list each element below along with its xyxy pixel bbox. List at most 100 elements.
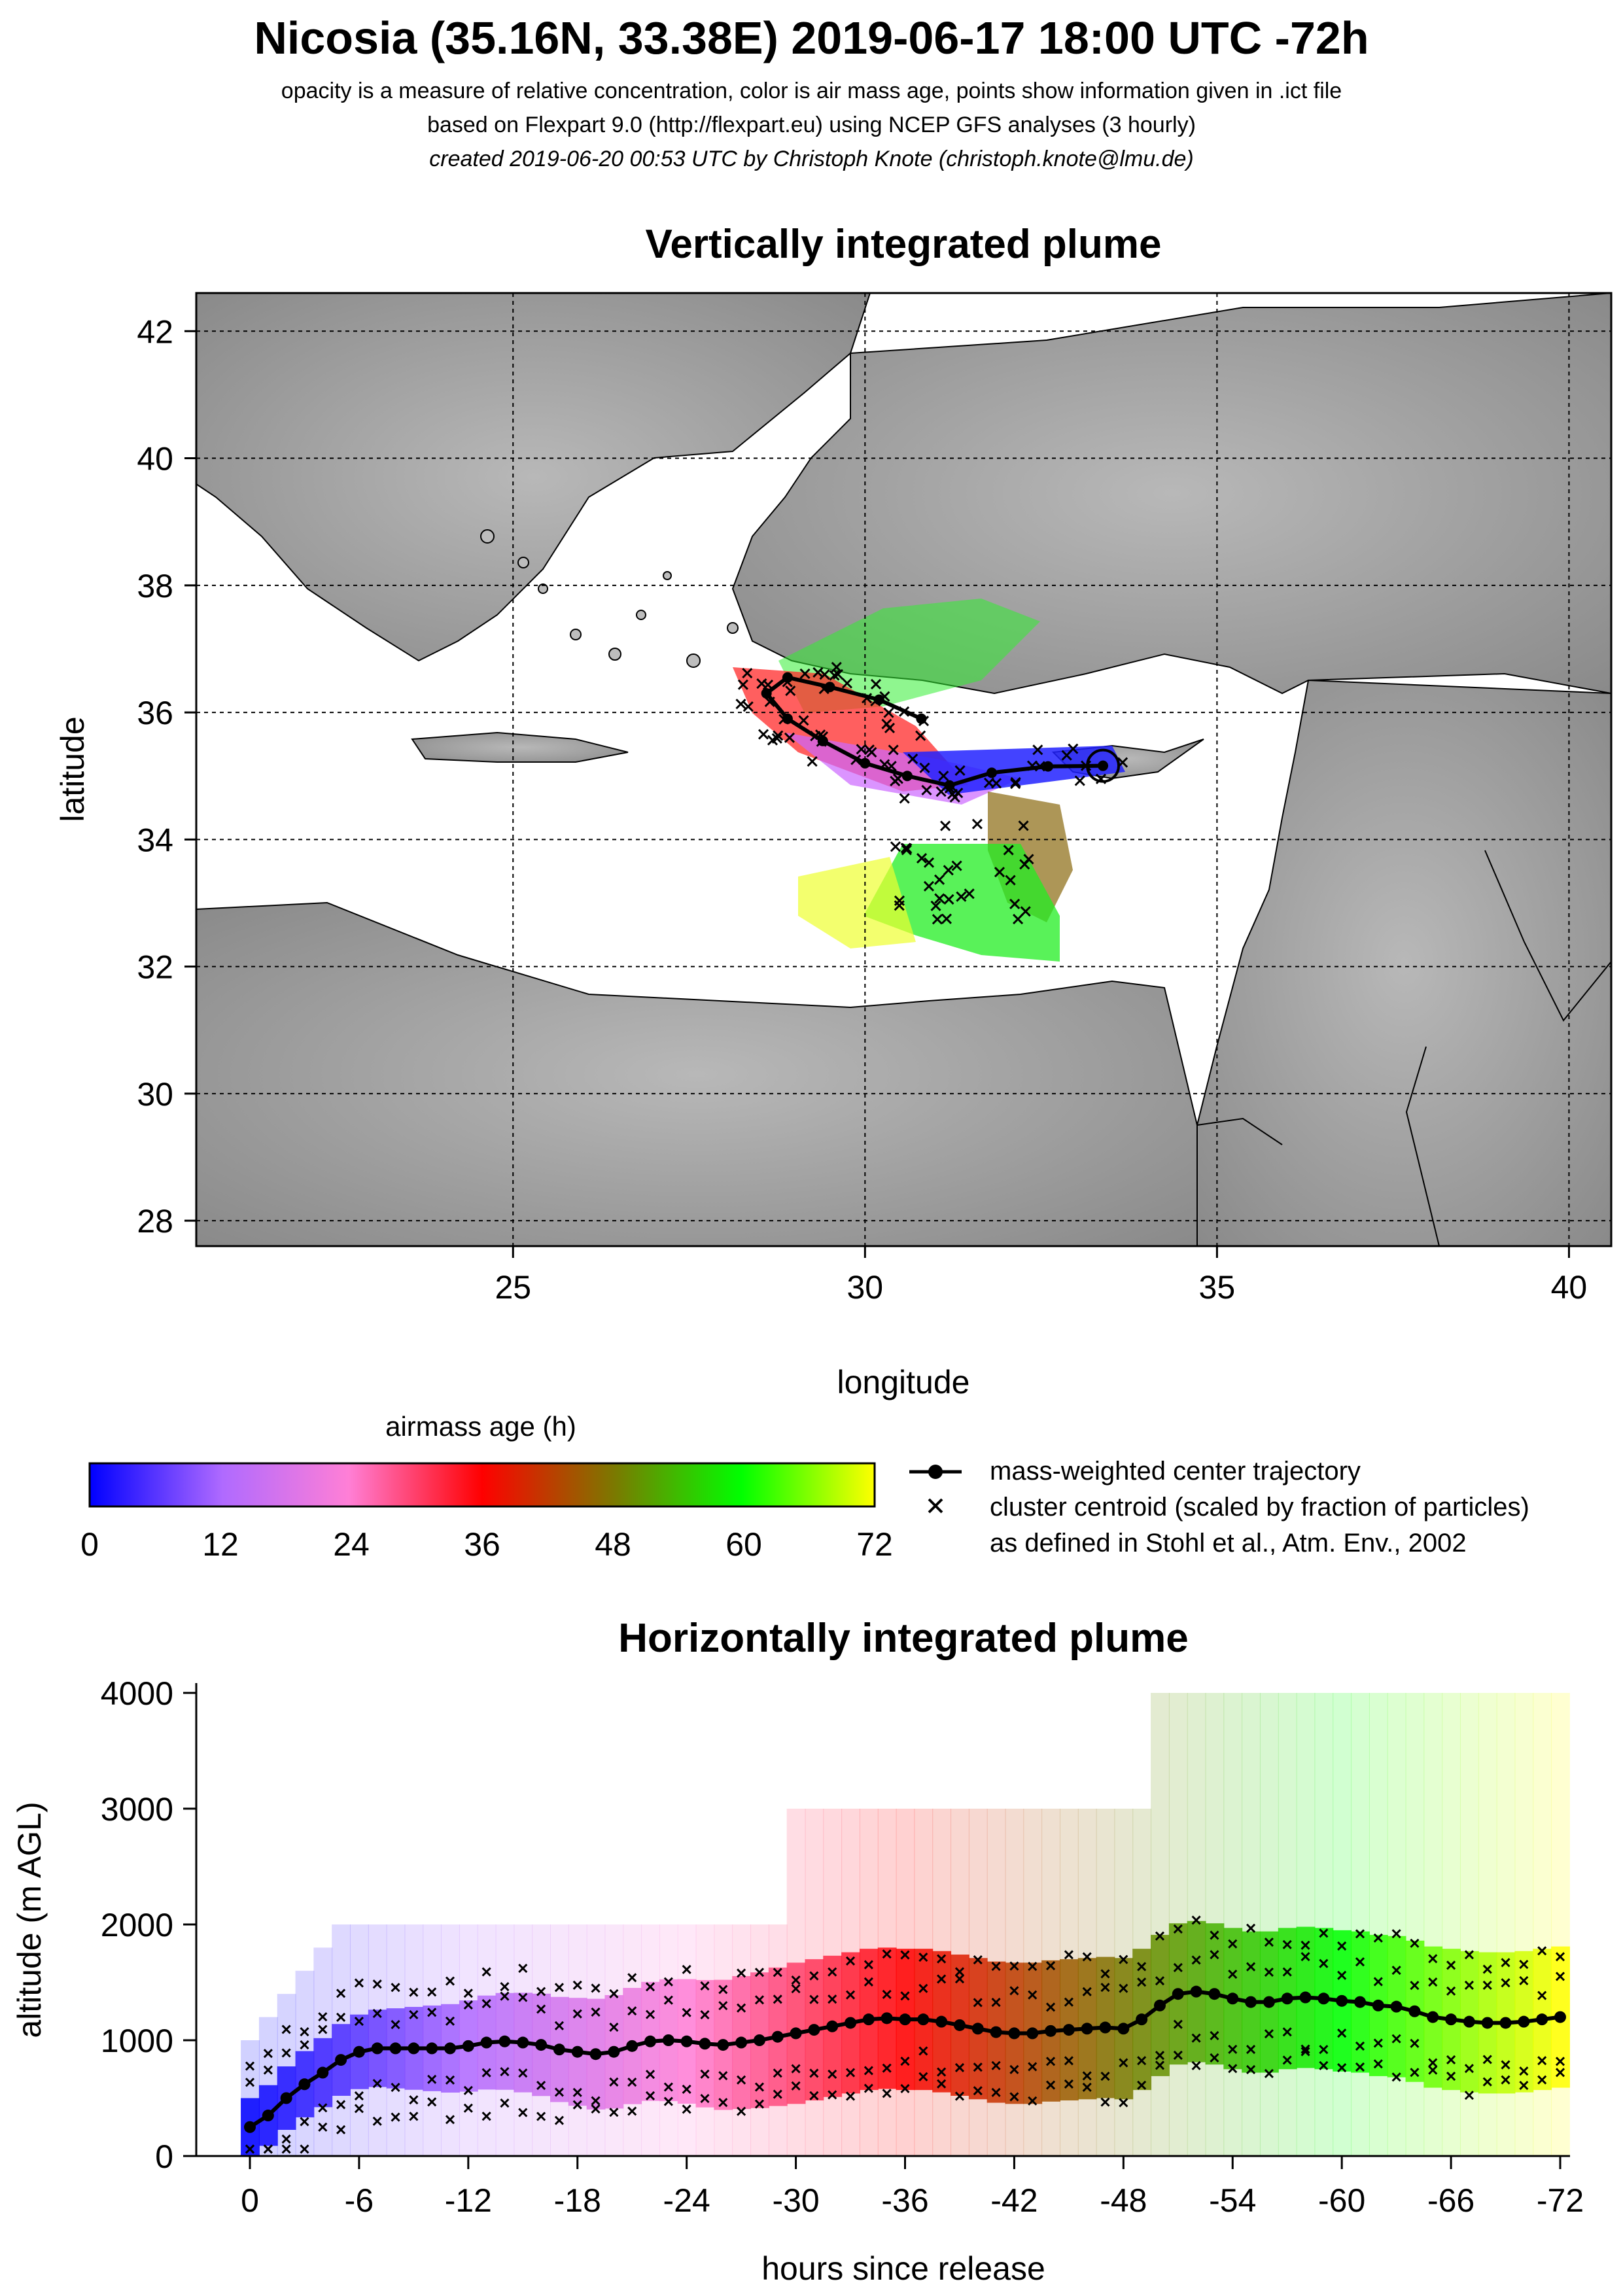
map-cluster-cross [785, 685, 796, 697]
height-cluster-cross [627, 2006, 637, 2016]
height-trajectory-point [1117, 2023, 1130, 2035]
height-cluster-cross [663, 1995, 673, 2005]
height-cluster-cross [845, 2068, 856, 2078]
height-cluster-cross [1045, 2057, 1056, 2066]
map-cluster-cross [994, 867, 1005, 878]
height-cluster-cross [1028, 1990, 1038, 2000]
height-trajectory-point [1190, 1985, 1202, 1998]
height-plume-envelope [1478, 1693, 1497, 2156]
height-cluster-cross [627, 2077, 637, 2087]
height-plume-envelope [1387, 1693, 1406, 2156]
height-plot [241, 1693, 1570, 2156]
map-cluster-cross [954, 765, 966, 776]
height-cluster-cross [1537, 2056, 1547, 2066]
height-cluster-cross [518, 1992, 528, 2002]
height-cluster-cross [991, 2087, 1001, 2097]
legend-trajectory-label: mass-weighted center trajectory [990, 1457, 1361, 1486]
height-cluster-cross [1391, 2034, 1401, 2044]
map-cluster-cross [1032, 744, 1043, 756]
height-cluster-cross [518, 1963, 528, 1974]
height-trajectory-point [753, 2034, 765, 2046]
height-cluster-centroids [245, 1915, 1565, 2154]
height-trajectory-point [317, 2066, 329, 2079]
height-xtick-label: 0 [241, 2182, 259, 2219]
height-cluster-cross [773, 1994, 782, 2004]
height-plume-envelope [896, 1809, 915, 2156]
height-trajectory-point [1245, 1996, 1257, 2008]
height-plume-envelope [586, 1924, 606, 2156]
height-cluster-cross [791, 1975, 801, 1985]
colorbar-tick-label: 0 [80, 1526, 99, 1563]
height-cluster-cross [1119, 1955, 1128, 1964]
plume-yellow-south [798, 857, 916, 948]
map-borders [1196, 850, 1611, 1246]
height-plume-envelope [805, 1809, 824, 2156]
height-trajectory-point [1427, 2011, 1439, 2023]
height-plume-envelope [1223, 1693, 1243, 2156]
map-cluster-cross [894, 895, 905, 906]
height-cluster-cross [937, 2079, 947, 2089]
map-cluster-cross [916, 852, 928, 864]
plume-green-north [778, 599, 1040, 713]
height-cluster-cross [1228, 1970, 1238, 1979]
height-cluster-cross [1191, 1915, 1201, 1925]
height-cluster-cross [336, 2125, 346, 2134]
height-trajectory-point [1208, 1988, 1221, 2000]
height-cluster-cross [645, 2091, 655, 2100]
height-cluster-cross [1446, 2055, 1456, 2065]
height-plume-cells [241, 1693, 1570, 2156]
height-cluster-cross [463, 2000, 473, 2010]
height-cluster-cross [845, 1956, 856, 1966]
height-trajectory-point [1536, 2013, 1548, 2026]
map-cluster-cross [771, 733, 782, 744]
height-cluster-cross [300, 2040, 309, 2050]
height-cluster-cross [1391, 1929, 1401, 1939]
height-cluster-cross [1446, 2071, 1456, 2081]
height-cluster-cross [700, 2069, 710, 2079]
height-cluster-cross [1173, 1924, 1183, 1934]
height-cluster-cross [882, 2063, 892, 2073]
map-cluster-cross [943, 894, 954, 905]
map-center-trajectory [761, 672, 1121, 791]
height-xtick-label: -18 [554, 2182, 601, 2219]
height-cluster-cross [1501, 1958, 1510, 1968]
height-trajectory-point [571, 2045, 584, 2058]
height-cluster-cross [481, 1999, 491, 2009]
height-trajectory-point [589, 2048, 602, 2061]
map-islands [480, 529, 739, 668]
height-cluster-cross [409, 1987, 419, 1997]
height-trajectory-point [935, 2015, 948, 2028]
height-trajectory-point [662, 2034, 674, 2046]
height-cluster-cross [991, 2061, 1001, 2070]
height-trajectory-point [444, 2042, 457, 2055]
height-cluster-cross [1009, 2092, 1019, 2102]
height-trajectory-point [1081, 2023, 1093, 2035]
colorbar-tick-label: 48 [595, 1526, 631, 1563]
height-cluster-cross [354, 1978, 364, 1988]
map-trajectory-point [824, 682, 835, 693]
height-cluster-cross [937, 2067, 947, 2077]
height-cluster-cross [991, 1961, 1001, 1972]
height-cluster-cross [591, 1983, 601, 1993]
height-plume-envelope [1096, 1809, 1115, 2156]
height-cluster-cross [1555, 1972, 1565, 1981]
height-trajectory-point [644, 2035, 657, 2047]
height-trajectory-point [426, 2042, 438, 2055]
height-trajectory-point [1008, 2027, 1021, 2040]
height-cluster-cross [409, 2009, 419, 2020]
height-cluster-cross [1519, 1959, 1529, 1970]
height-cluster-cross [1355, 2041, 1365, 2051]
height-cluster-cross [281, 2134, 291, 2144]
height-cluster-cross [882, 1989, 892, 2000]
height-xlabel: hours since release [761, 2250, 1045, 2287]
height-cluster-cross [1373, 2038, 1383, 2048]
height-cluster-cross [536, 2004, 546, 2014]
height-cluster-cross [1082, 2082, 1092, 2092]
height-trajectory-point [808, 2024, 820, 2036]
height-cluster-cross [737, 2106, 746, 2116]
height-cluster-cross [1337, 2062, 1347, 2073]
height-trajectory-point [1372, 1999, 1384, 2011]
map-cluster-cross [935, 786, 947, 797]
map-cluster-cross [812, 667, 824, 678]
colorbar-tick-label: 36 [464, 1526, 500, 1563]
